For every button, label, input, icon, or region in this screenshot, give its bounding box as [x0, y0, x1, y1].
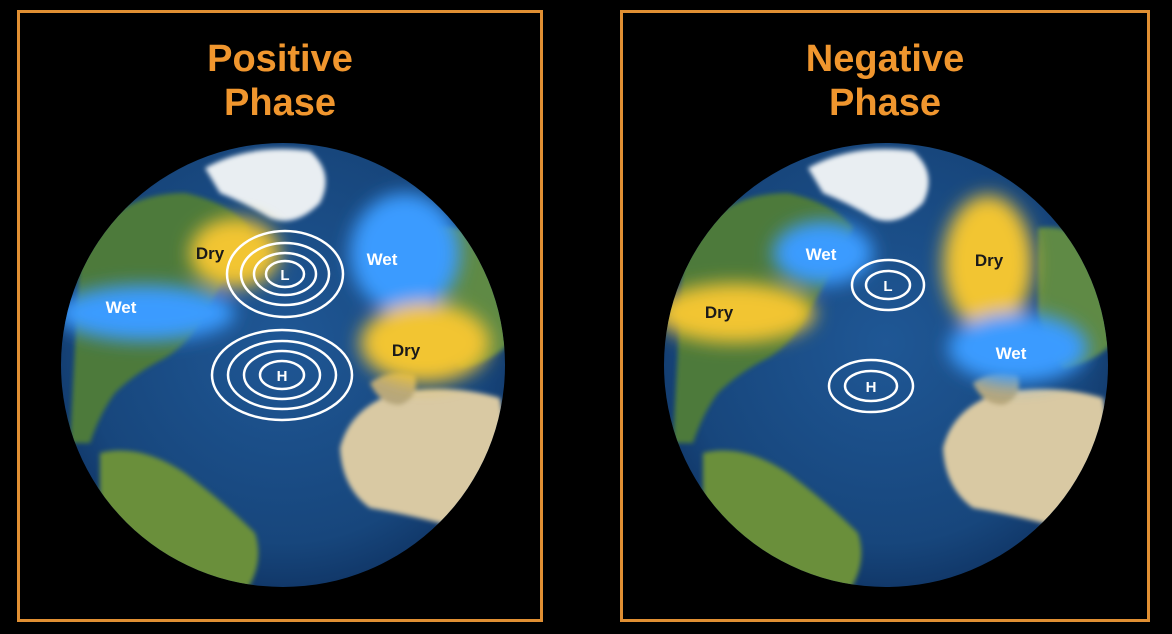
title-line-2: Phase — [224, 82, 336, 124]
low-pressure-system — [850, 258, 926, 312]
region-label: Wet — [106, 298, 137, 317]
region-label: Dry — [196, 244, 225, 263]
wet-patch — [948, 313, 1088, 383]
greenland — [808, 149, 929, 221]
region-label: Dry — [975, 251, 1004, 270]
dry-patch — [664, 283, 815, 343]
panel-title: Positive Phase — [20, 37, 540, 125]
wet-patch — [350, 193, 460, 313]
negative-phase-panel: Negative Phase — [620, 10, 1150, 622]
title-line-2: Phase — [829, 82, 941, 124]
low-label: L — [883, 278, 892, 295]
low-pressure-system — [225, 229, 345, 319]
region-label: Dry — [705, 303, 734, 322]
panel-title: Negative Phase — [623, 37, 1147, 125]
high-label: H — [866, 379, 877, 396]
high-label: H — [277, 368, 288, 385]
greenland — [205, 149, 326, 221]
region-label: Dry — [392, 341, 421, 360]
africa — [340, 389, 505, 525]
globe-map: L H Dry Wet Wet Dry — [61, 143, 505, 587]
region-label: Wet — [996, 344, 1027, 363]
africa — [943, 389, 1108, 525]
region-label: Wet — [367, 250, 398, 269]
region-label: Wet — [806, 245, 837, 264]
wet-patch — [773, 221, 873, 285]
positive-phase-panel: Positive Phase — [17, 10, 543, 622]
dry-patch — [943, 195, 1033, 331]
dry-patch — [360, 303, 490, 383]
wet-patch — [61, 285, 235, 341]
title-line-1: Positive — [207, 38, 353, 80]
high-pressure-system — [827, 358, 915, 414]
title-line-1: Negative — [805, 38, 965, 80]
high-pressure-system — [210, 328, 354, 422]
globe-map: L H Wet Dry Dry Wet — [664, 143, 1108, 587]
low-label: L — [280, 267, 289, 284]
